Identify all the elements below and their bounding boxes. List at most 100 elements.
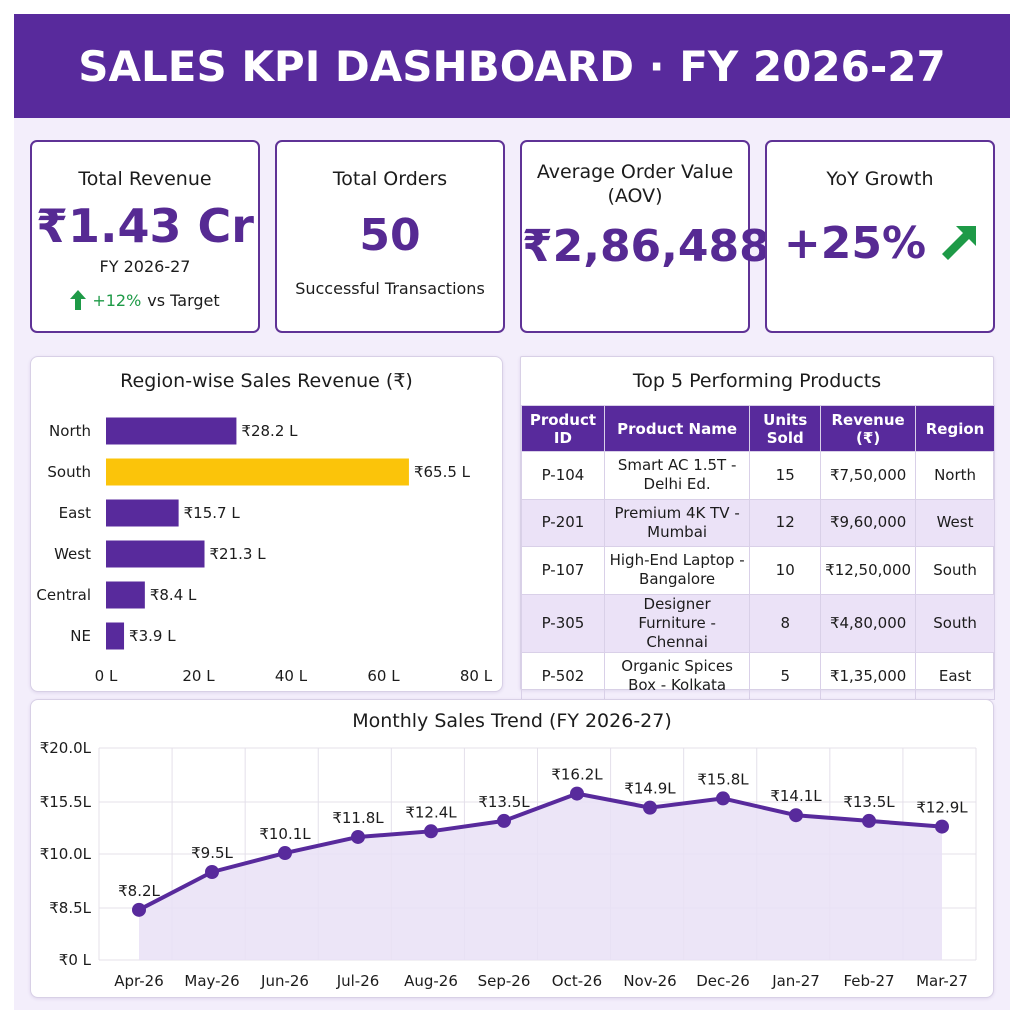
monthly-trend-panel: Monthly Sales Trend (FY 2026-27) ₹0 L ₹8.…: [30, 699, 994, 998]
trend-point: [789, 808, 803, 823]
x-tick-label: Nov-26: [623, 972, 676, 990]
column-header-units-sold[interactable]: Units Sold: [749, 405, 822, 452]
point-value-label: ₹16.2L: [551, 766, 603, 784]
trend-point: [643, 800, 657, 815]
cell-product-name: Premium 4K TV - Mumbai: [603, 498, 751, 548]
trend-line: [138, 791, 943, 912]
cell-revenue: ₹1,35,000: [820, 651, 917, 701]
cell-region: West: [915, 498, 995, 548]
bar-category-label: Central: [36, 586, 91, 604]
region-bar: [106, 581, 145, 609]
cell-revenue: ₹9,60,000: [820, 498, 917, 548]
bar-value-label: ₹65.5 L: [414, 463, 471, 481]
bar-value-label: ₹21.3 L: [210, 545, 267, 563]
bar-category-label: West: [54, 545, 91, 563]
kpi-card-total-orders[interactable]: Total Orders 50 Successful Transactions: [275, 140, 505, 333]
point-value-label: ₹13.5L: [843, 793, 895, 811]
column-header-product-id[interactable]: Product ID: [521, 405, 605, 452]
point-value-label: ₹13.5L: [478, 793, 530, 811]
bar-category-label: South: [47, 463, 91, 481]
region-bar: [106, 417, 237, 445]
cell-product-name: Organic Spices Box - Kolkata: [603, 651, 751, 701]
kpi-value-row: +25%: [767, 217, 993, 271]
y-tick-label: ₹10.0L: [40, 845, 92, 863]
region-chart-title: Region-wise Sales Revenue (₹): [120, 370, 413, 392]
region-bar-chart: North ₹28.2 L South ₹65.5 L East ₹15.7 L West ₹…: [36, 417, 493, 685]
kpi-subtitle: FY 2026-27: [99, 257, 191, 276]
x-tick-label: Oct-26: [552, 972, 602, 990]
trend-point: [716, 791, 730, 806]
bar-value-label: ₹28.2 L: [241, 422, 298, 440]
cell-product-id: P-201: [521, 498, 605, 548]
cell-revenue: ₹4,80,000: [820, 593, 917, 653]
kpi-card-total-revenue[interactable]: Total Revenue ₹1.43 Cr FY 2026-27 +12% v…: [30, 140, 260, 333]
bar-category-label: East: [59, 504, 91, 522]
y-tick-label: ₹15.5L: [40, 793, 92, 811]
cell-product-id: P-104: [521, 451, 605, 500]
point-value-label: ₹14.9L: [624, 780, 676, 798]
point-value-label: ₹9.5L: [191, 844, 233, 862]
kpi-label-line2: (AOV): [607, 185, 663, 207]
table-row[interactable]: P-502 Organic Spices Box - Kolkata 5 ₹1,…: [521, 651, 995, 701]
kpi-label-line1: Average Order Value: [536, 161, 734, 183]
x-tick-label: 20 L: [182, 667, 215, 685]
x-tick-label: 0 L: [95, 667, 118, 685]
products-title: Top 5 Performing Products: [632, 370, 882, 392]
kpi-label: Total Orders: [332, 168, 448, 190]
kpi-delta-text: vs Target: [147, 290, 220, 310]
x-tick-label: Apr-26: [114, 972, 164, 990]
kpi-label: Total Revenue: [78, 168, 212, 190]
trend-point: [862, 813, 876, 828]
point-value-label: ₹15.8L: [697, 770, 749, 788]
region-bar: [106, 499, 179, 527]
cell-product-id: P-107: [521, 546, 605, 595]
cell-region: East: [915, 651, 995, 701]
table-row[interactable]: P-305 Designer Furniture - Chennai 8 ₹4,…: [521, 593, 995, 653]
x-tick-label: Jan-27: [771, 972, 820, 990]
cell-product-name: Designer Furniture - Chennai: [603, 593, 751, 653]
kpi-subtitle: Successful Transactions: [295, 279, 485, 298]
point-value-label: ₹8.2L: [118, 882, 160, 900]
trend-up-arrow-icon: [942, 226, 977, 260]
x-tick-label: 40 L: [275, 667, 308, 685]
y-tick-label: ₹20.0L: [40, 739, 92, 757]
table-row[interactable]: P-107 High-End Laptop - Bangalore 10 ₹12…: [521, 546, 995, 595]
x-tick-label: Dec-26: [696, 972, 750, 990]
x-tick-label: Jun-26: [260, 972, 309, 990]
trend-area-fill: [139, 793, 942, 960]
kpi-value: 50: [359, 210, 421, 261]
x-tick-label: 80 L: [460, 667, 493, 685]
cell-units-sold: 10: [749, 546, 822, 595]
table-row[interactable]: P-201 Premium 4K TV - Mumbai 12 ₹9,60,00…: [521, 498, 995, 548]
cell-revenue: ₹12,50,000: [820, 546, 917, 595]
region-bar: [106, 458, 409, 486]
top-products-panel: Top 5 Performing Products Product ID Pro…: [520, 356, 995, 701]
cell-units-sold: 12: [749, 498, 822, 548]
kpi-delta: +12% vs Target: [32, 290, 258, 310]
region-bar: [106, 540, 205, 568]
kpi-card-average-order-value[interactable]: Average Order Value (AOV) ₹2,86,488: [520, 140, 770, 333]
column-header-region[interactable]: Region: [915, 405, 995, 452]
bar-value-label: ₹15.7 L: [184, 504, 241, 522]
dashboard-header: SALES KPI DASHBOARD · FY 2026-27: [14, 14, 1010, 118]
trend-point: [205, 865, 219, 879]
bar-category-label: North: [49, 422, 91, 440]
kpi-delta-percent: +12%: [92, 290, 142, 310]
cell-region: South: [915, 593, 995, 653]
column-header-product-name[interactable]: Product Name: [603, 405, 751, 452]
point-value-label: ₹10.1L: [259, 825, 311, 843]
monthly-line-chart: ₹0 L ₹8.5L ₹10.0L ₹15.5L ₹20.0L ₹8.2L Apr-26 ₹9…: [40, 739, 977, 990]
table-row[interactable]: P-104 Smart AC 1.5T - Delhi Ed. 15 ₹7,50…: [521, 451, 995, 500]
y-tick-label: ₹8.5L: [49, 899, 91, 917]
cell-revenue: ₹7,50,000: [820, 451, 917, 500]
cell-product-id: P-502: [521, 651, 605, 701]
cell-units-sold: 15: [749, 451, 822, 500]
point-value-label: ₹12.9L: [916, 799, 968, 817]
kpi-label: Average Order Value (AOV): [522, 160, 748, 208]
region-revenue-panel: Region-wise Sales Revenue (₹) North ₹28.2…: [30, 356, 503, 692]
x-tick-label: 60 L: [367, 667, 400, 685]
column-header-revenue[interactable]: Revenue (₹): [820, 405, 917, 452]
kpi-value: ₹2,86,488: [522, 221, 770, 272]
point-value-label: ₹11.8L: [332, 809, 384, 827]
kpi-card-yoy-growth[interactable]: YoY Growth +25%: [765, 140, 995, 333]
